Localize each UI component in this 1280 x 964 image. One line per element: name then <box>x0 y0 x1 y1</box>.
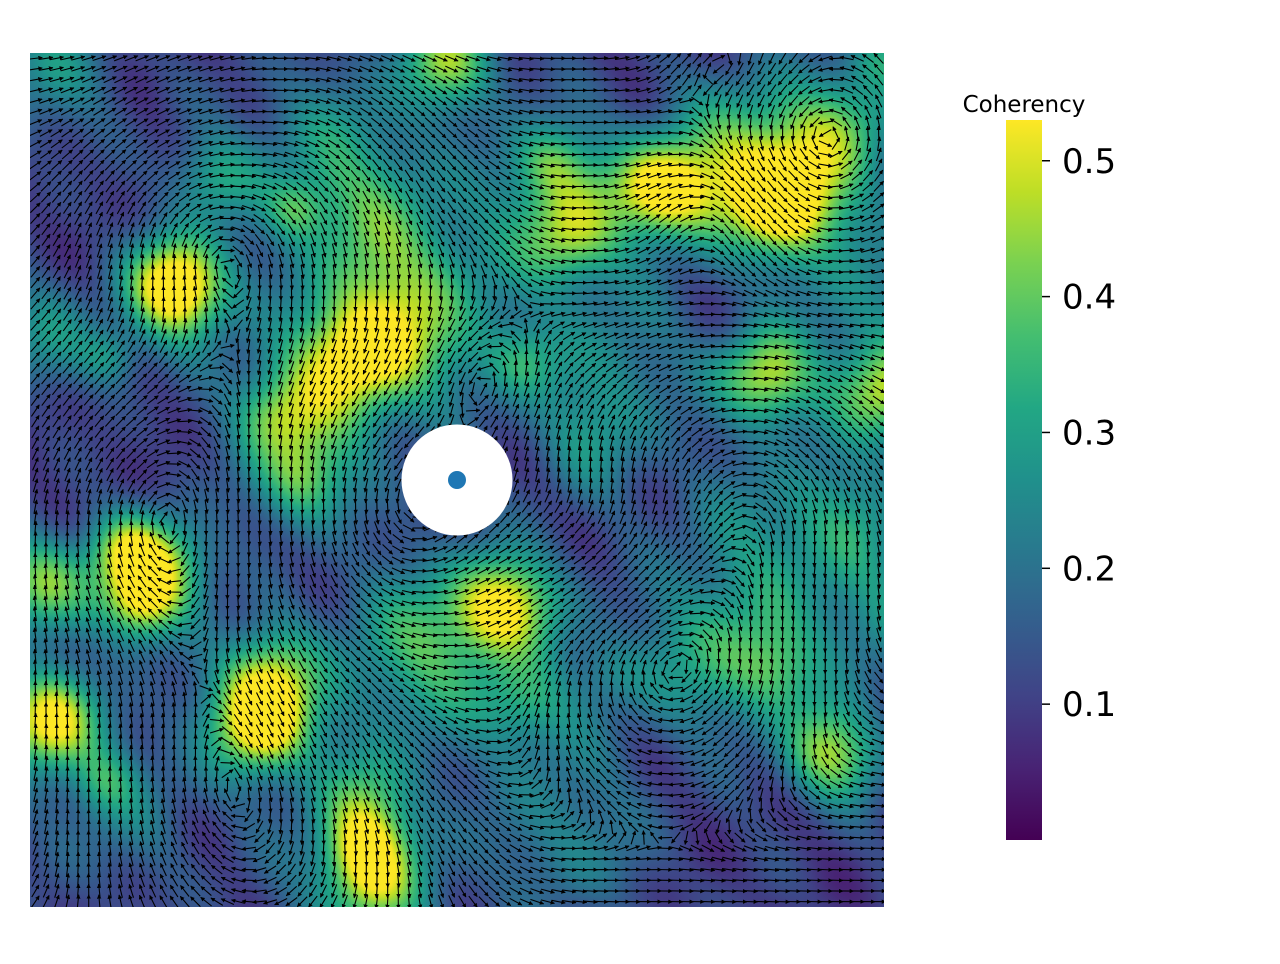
quiver-arrow <box>840 261 854 262</box>
quiver-arrow <box>387 500 388 514</box>
quiver-arrow <box>680 176 694 177</box>
quiver-arrow <box>669 133 683 134</box>
quiver-arrow <box>217 318 218 332</box>
quiver-arrow <box>455 656 469 657</box>
quiver-arrow <box>206 318 207 332</box>
quiver-arrow <box>221 240 235 241</box>
quiver-arrow <box>729 649 730 663</box>
quiver-arrow <box>430 286 431 300</box>
quiver-arrow <box>744 442 758 443</box>
quiver-arrow <box>142 521 143 535</box>
quiver-arrow <box>423 592 437 593</box>
quiver-arrow <box>744 421 758 422</box>
quiver-arrow <box>669 154 683 155</box>
plot-area <box>28 51 885 908</box>
quiver-arrow <box>445 635 459 636</box>
quiver-arrow <box>238 340 239 354</box>
quiver-arrow <box>199 389 213 390</box>
quiver-arrow <box>740 115 741 129</box>
quiver-arrow <box>680 165 694 166</box>
quiver-arrow <box>872 314 886 315</box>
quiver-arrow <box>744 410 758 411</box>
quiver-arrow <box>569 703 570 717</box>
quiver-arrow <box>231 186 245 187</box>
quiver-arrow <box>690 613 704 614</box>
quiver-arrow <box>744 485 758 486</box>
quiver-arrow <box>744 432 758 433</box>
quiver-arrow <box>829 197 843 198</box>
quiver-arrow <box>644 671 645 685</box>
quiver-arrow <box>434 613 448 614</box>
quiver-arrow <box>872 304 886 305</box>
